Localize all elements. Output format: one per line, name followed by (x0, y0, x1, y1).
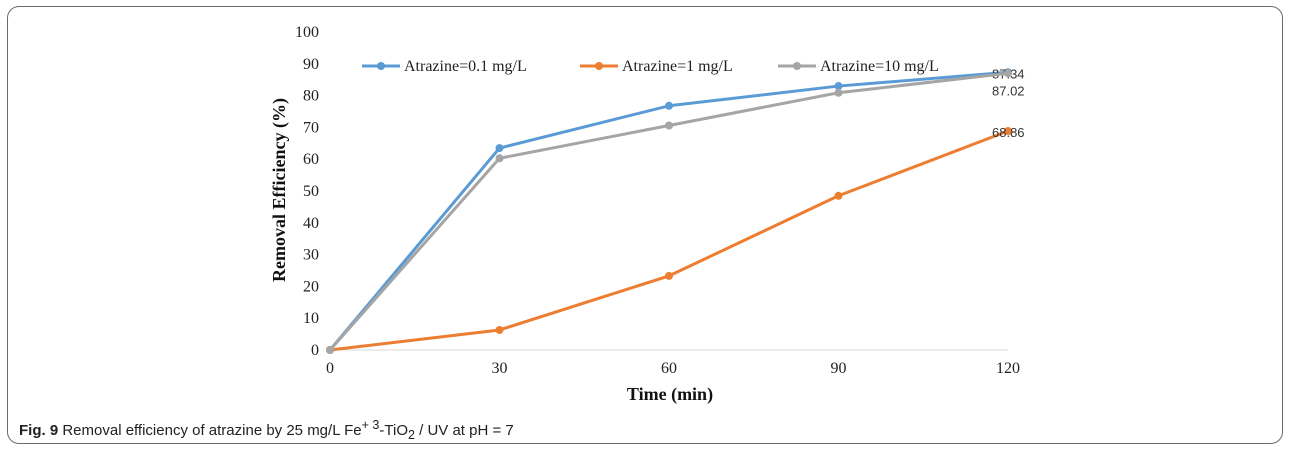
y-tick-label: 40 (303, 215, 319, 232)
y-tick-label: 90 (303, 56, 319, 73)
data-point (1004, 127, 1012, 136)
data-point (834, 88, 843, 97)
data-point (495, 144, 504, 153)
data-point (665, 121, 673, 130)
caption-subscript: 2 (408, 428, 415, 442)
legend-item: Atrazine=1 mg/L (580, 58, 733, 75)
data-point (834, 191, 843, 200)
legend-marker (793, 62, 801, 70)
data-point (495, 325, 504, 334)
series-0: 87.34 (326, 66, 1025, 354)
data-point (834, 82, 843, 91)
x-tick-label: 90 (831, 360, 847, 377)
x-tick-label: 30 (492, 360, 508, 377)
data-point (665, 271, 673, 280)
x-tick-label: 120 (996, 360, 1020, 377)
series-1: 68.86 (326, 125, 1025, 354)
x-tick-label: 0 (326, 360, 334, 377)
series-line (328, 70, 1009, 351)
end-data-label: 87.02 (992, 83, 1025, 98)
x-axis-title: Time (min) (627, 384, 713, 405)
legend-item: Atrazine=10 mg/L (778, 58, 939, 75)
series-line (329, 129, 1009, 352)
x-axis-ticks: 0 30 60 90 120 (326, 360, 1020, 377)
legend-marker (595, 62, 603, 70)
y-tick-label: 80 (303, 88, 319, 105)
data-point (1004, 69, 1012, 78)
legend-label: Atrazine=10 mg/L (820, 58, 939, 75)
end-data-label: 68.86 (992, 125, 1025, 140)
data-point (495, 154, 504, 163)
legend-label: Atrazine=1 mg/L (622, 58, 733, 75)
y-axis-title: Removal Efficiency (%) (269, 98, 290, 282)
caption-text-3: / UV at pH = 7 (414, 422, 514, 439)
caption-text-2: -TiO (379, 422, 408, 439)
y-tick-label: 60 (303, 151, 319, 168)
y-tick-label: 10 (303, 310, 319, 327)
x-tick-label: 60 (661, 360, 677, 377)
series-layer: 87.3468.86 87.02 (326, 66, 1025, 354)
y-axis-ticks: 0 10 20 30 40 50 60 70 80 90 100 (295, 24, 319, 359)
series-2: 87.02 (326, 69, 1025, 354)
data-point (326, 346, 334, 354)
legend-item: Atrazine=0.1 mg/L (362, 58, 527, 75)
figure-label: Fig. 9 (19, 422, 59, 439)
y-tick-label: 100 (295, 24, 319, 41)
y-tick-label: 70 (303, 119, 319, 136)
y-tick-label: 0 (311, 342, 319, 359)
caption-text-1: Removal efficiency of atrazine by 25 mg/… (58, 422, 362, 439)
y-tick-label: 50 (303, 183, 319, 200)
data-point (665, 101, 673, 110)
legend: Atrazine=0.1 mg/L Atrazine=1 mg/L Atrazine… (362, 58, 939, 75)
legend-label: Atrazine=0.1 mg/L (404, 58, 527, 75)
y-tick-label: 20 (303, 278, 319, 295)
caption-superscript: + 3 (361, 418, 380, 432)
series-line (328, 71, 1009, 351)
figure-caption: Fig. 9 Removal efficiency of atrazine by… (19, 418, 514, 442)
y-tick-label: 30 (303, 247, 319, 264)
figure-frame (7, 6, 1283, 444)
legend-marker (377, 62, 385, 70)
